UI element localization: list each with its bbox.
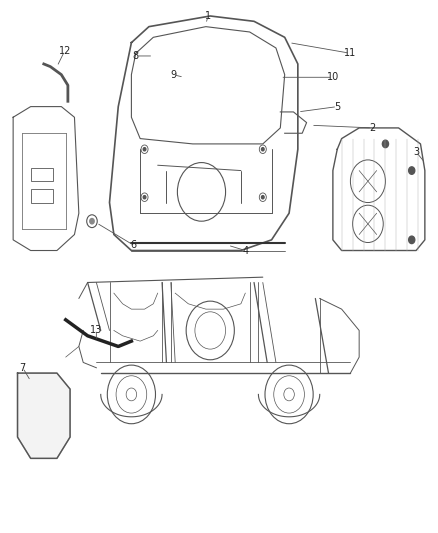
Text: 12: 12 (59, 46, 71, 55)
Text: 7: 7 (20, 363, 26, 373)
Bar (31, 168, 53, 181)
Polygon shape (18, 373, 70, 458)
Text: 11: 11 (344, 49, 357, 58)
Text: 13: 13 (90, 326, 102, 335)
Circle shape (261, 148, 264, 151)
Circle shape (143, 196, 146, 199)
Text: 4: 4 (242, 246, 248, 255)
Bar (31, 189, 53, 203)
Circle shape (143, 148, 146, 151)
Text: 8: 8 (133, 51, 139, 61)
Text: 2: 2 (369, 123, 375, 133)
Circle shape (409, 167, 415, 174)
Circle shape (382, 140, 389, 148)
Circle shape (261, 196, 264, 199)
Text: 10: 10 (327, 72, 339, 82)
Text: 9: 9 (170, 70, 176, 79)
Circle shape (90, 219, 94, 224)
Text: 3: 3 (413, 147, 419, 157)
Text: 6: 6 (131, 240, 137, 250)
Circle shape (409, 236, 415, 244)
Text: 1: 1 (205, 11, 211, 21)
Text: 5: 5 (334, 102, 340, 111)
